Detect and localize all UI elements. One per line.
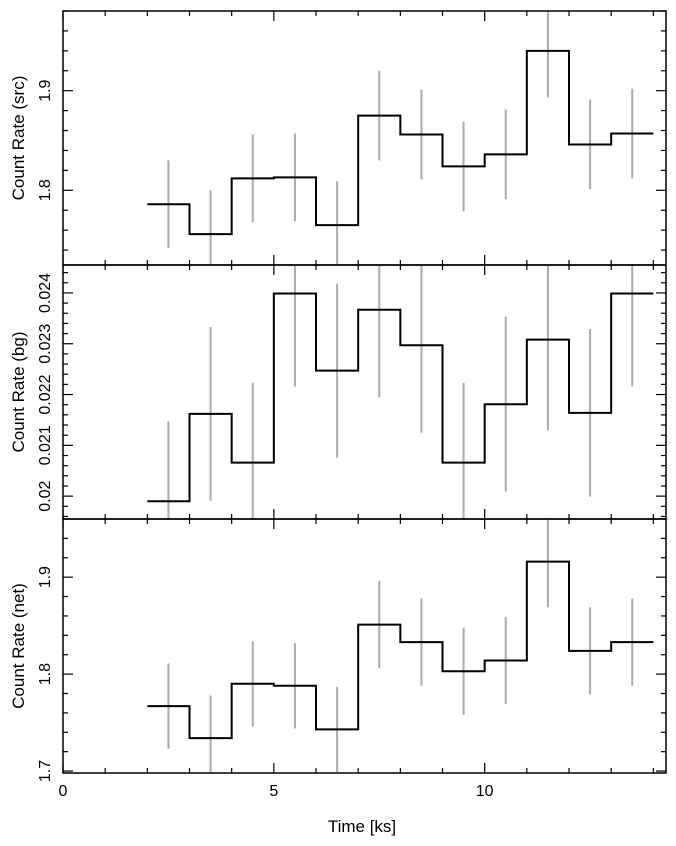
x-tick-labels: 0 5 10	[59, 783, 494, 800]
bg-y-axis-title: Count Rate (bg)	[9, 332, 28, 453]
net-error-bars	[167, 519, 634, 773]
x-axis-title: Time [ks]	[328, 817, 396, 836]
panel-src: 1.8 1.9 Count Rate (src)	[9, 10, 667, 266]
panel-bg: 0.02 0.021 0.022 0.023 0.024 Count Rate (bg)	[9, 264, 667, 520]
src-y-tick-labels: 1.8 1.9	[37, 79, 54, 201]
net-y-tick-labels: 1.7 1.8 1.9	[37, 566, 54, 782]
bg-ticks	[62, 265, 666, 519]
bg-step-curve	[147, 292, 654, 503]
src-plot-frame	[62, 10, 667, 266]
net-step-curve	[147, 560, 654, 740]
src-y-tick-label: 1.8	[37, 179, 54, 201]
bg-y-tick-label: 0.021	[37, 425, 54, 465]
src-y-axis-title: Count Rate (src)	[9, 76, 28, 201]
net-y-tick-label: 1.8	[37, 663, 54, 685]
net-y-tick-label: 1.7	[37, 760, 54, 782]
net-y-axis-title: Count Rate (net)	[9, 583, 28, 709]
bg-y-tick-labels: 0.02 0.021 0.022 0.023 0.024	[37, 273, 54, 512]
bg-y-tick-label: 0.024	[37, 273, 54, 313]
net-ticks	[62, 518, 666, 773]
src-step-curve	[147, 49, 654, 236]
bg-plot-frame	[62, 264, 667, 520]
x-tick-label: 0	[59, 783, 68, 800]
x-tick-label: 10	[476, 783, 494, 800]
net-y-tick-label: 1.9	[37, 566, 54, 588]
src-error-bars	[167, 11, 634, 265]
bg-y-tick-label: 0.022	[37, 374, 54, 414]
src-ticks	[62, 10, 666, 265]
net-plot-frame	[62, 518, 667, 774]
bg-y-tick-label: 0.023	[37, 324, 54, 364]
x-tick-label: 5	[269, 783, 278, 800]
src-y-tick-label: 1.9	[37, 79, 54, 101]
bg-y-tick-label: 0.02	[37, 480, 54, 511]
panel-net: 1.7 1.8 1.9 Count Rate (net)	[9, 518, 667, 782]
